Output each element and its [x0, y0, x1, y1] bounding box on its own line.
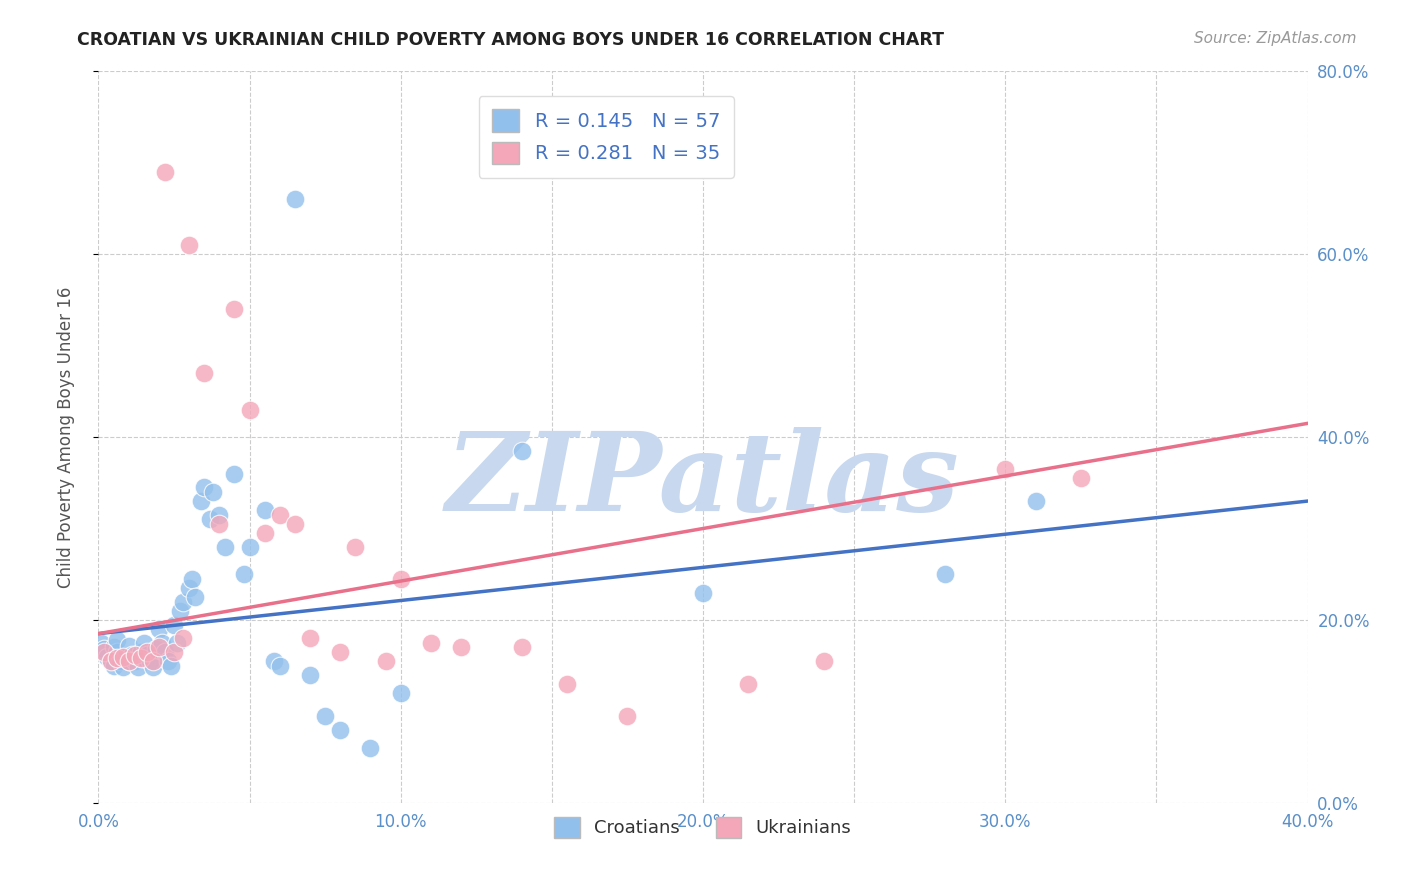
Point [190, 494, 212, 508]
Point [269, 508, 291, 522]
Point [360, 740, 382, 755]
Point [1070, 471, 1092, 485]
Point [299, 667, 322, 681]
Point [555, 677, 578, 691]
Point [166, 636, 188, 650]
Point [100, 654, 122, 668]
Y-axis label: Child Poverty Among Boys Under 16: Child Poverty Among Boys Under 16 [56, 286, 75, 588]
Point [692, 585, 714, 599]
Point [108, 654, 131, 668]
Point [163, 645, 186, 659]
Point [150, 636, 173, 650]
Point [111, 660, 134, 674]
Point [284, 516, 307, 531]
Point [193, 480, 215, 494]
Point [160, 658, 183, 673]
Point [253, 526, 276, 541]
Point [420, 636, 443, 650]
Point [118, 639, 141, 653]
Point [153, 165, 176, 179]
Point [314, 709, 336, 723]
Point [103, 640, 125, 655]
Point [239, 540, 262, 554]
Point [103, 658, 125, 673]
Point [616, 709, 638, 723]
Point [118, 654, 141, 668]
Point [510, 640, 533, 655]
Point [135, 648, 157, 662]
Point [179, 238, 201, 252]
Legend: Croatians, Ukrainians: Croatians, Ukrainians [547, 810, 859, 845]
Point [934, 567, 956, 582]
Point [124, 654, 146, 668]
Point [208, 508, 231, 522]
Point [163, 617, 186, 632]
Point [450, 640, 472, 655]
Point [127, 660, 149, 674]
Point [148, 640, 170, 655]
Point [132, 651, 155, 665]
Point [93, 645, 115, 659]
Point [200, 512, 222, 526]
Point [129, 651, 152, 665]
Point [124, 648, 146, 662]
Point [389, 572, 412, 586]
Point [139, 654, 162, 668]
Point [145, 642, 167, 657]
Point [148, 622, 170, 636]
Point [114, 649, 136, 664]
Point [329, 723, 352, 737]
Point [105, 633, 128, 648]
Point [118, 654, 141, 668]
Point [1024, 494, 1046, 508]
Point [344, 540, 367, 554]
Point [135, 645, 157, 659]
Point [142, 660, 165, 674]
Point [224, 467, 246, 481]
Point [813, 654, 835, 668]
Point [132, 636, 155, 650]
Point [239, 402, 262, 417]
Point [299, 632, 322, 646]
Text: CROATIAN VS UKRAINIAN CHILD POVERTY AMONG BOYS UNDER 16 CORRELATION CHART: CROATIAN VS UKRAINIAN CHILD POVERTY AMON… [77, 31, 945, 49]
Point [389, 686, 412, 700]
Point [214, 540, 236, 554]
Point [202, 485, 225, 500]
Point [142, 654, 165, 668]
Point [232, 567, 254, 582]
Point [105, 645, 128, 659]
Point [90, 636, 112, 650]
Point [208, 516, 231, 531]
Point [181, 572, 204, 586]
Point [737, 677, 759, 691]
Point [172, 632, 194, 646]
Point [253, 503, 276, 517]
Point [284, 192, 307, 206]
Point [224, 301, 246, 317]
Point [156, 654, 179, 668]
Text: Source: ZipAtlas.com: Source: ZipAtlas.com [1194, 31, 1357, 46]
Point [100, 654, 122, 668]
Point [111, 649, 134, 664]
Point [193, 366, 215, 380]
Point [184, 590, 207, 604]
Point [374, 654, 396, 668]
Point [329, 645, 352, 659]
Point [172, 594, 194, 608]
Text: ZIPatlas: ZIPatlas [446, 427, 960, 534]
Point [510, 443, 533, 458]
Point [121, 648, 143, 662]
Point [93, 642, 115, 657]
Point [153, 645, 176, 659]
Point [179, 581, 201, 595]
Point [263, 654, 285, 668]
Point [269, 658, 291, 673]
Point [129, 645, 152, 659]
Point [96, 649, 118, 664]
Point [994, 462, 1017, 476]
Point [105, 651, 128, 665]
Point [169, 604, 191, 618]
